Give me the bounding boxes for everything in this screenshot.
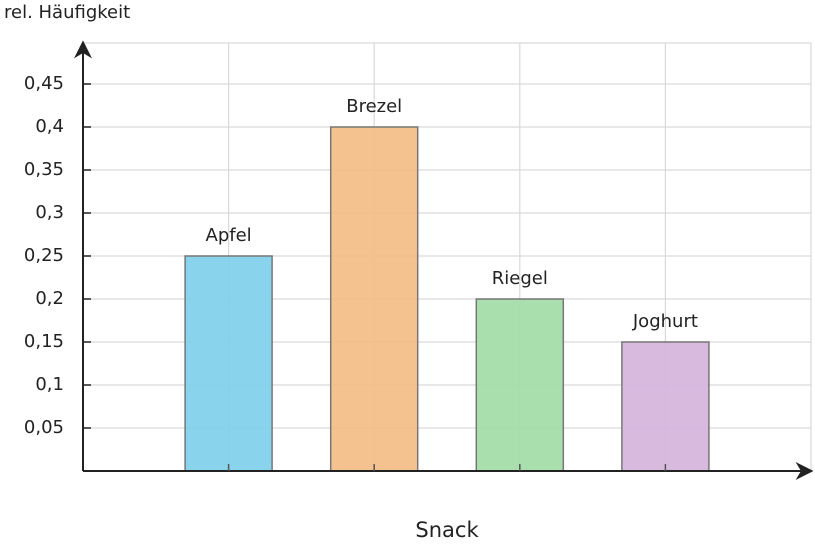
y-tick-label: 0,4: [35, 116, 64, 137]
bar: [621, 341, 710, 472]
category-label: Joghurt: [632, 311, 698, 332]
bars: [184, 126, 710, 472]
category-label: Apfel: [206, 225, 252, 246]
y-tick-label: 0,45: [24, 73, 64, 94]
bar: [475, 298, 565, 472]
category-label: Riegel: [492, 268, 548, 289]
y-tick-label: 0,05: [24, 417, 64, 438]
y-tick-label: 0,1: [35, 374, 64, 395]
y-tick-label: 0,3: [35, 202, 64, 223]
bar: [184, 255, 273, 472]
y-tick-label: 0,25: [24, 245, 64, 266]
bar: [329, 126, 419, 472]
x-axis-label: Snack: [415, 518, 479, 542]
y-tick-label: 0,35: [24, 159, 64, 180]
y-tick-label: 0,15: [24, 331, 64, 352]
category-label: Brezel: [346, 96, 402, 117]
y-tick-label: 0,2: [35, 288, 64, 309]
y-axis-label: rel. Häufigkeit: [4, 2, 130, 23]
